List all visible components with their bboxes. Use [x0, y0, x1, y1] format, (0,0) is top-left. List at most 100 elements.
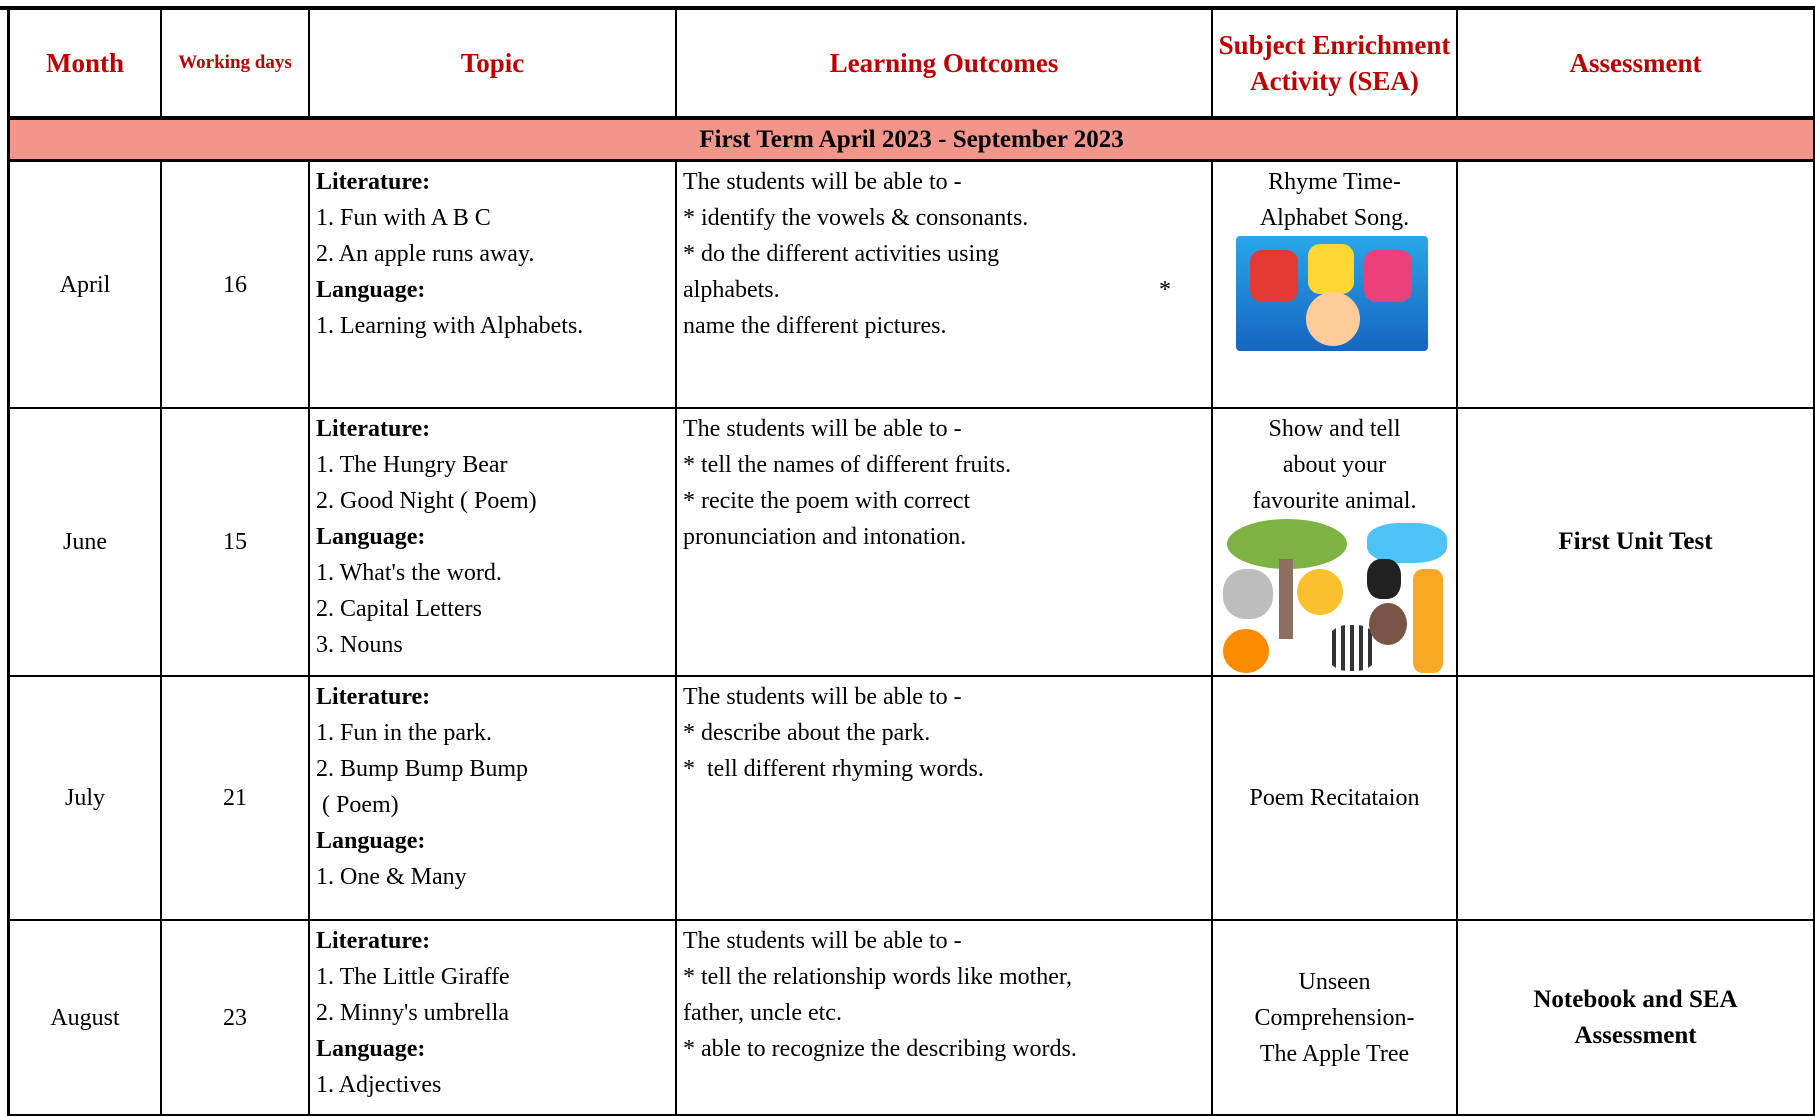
giraffe: [1413, 569, 1443, 673]
lion: [1297, 569, 1343, 615]
topic-item: 1. Learning with Alphabets.: [316, 313, 584, 339]
topic-heading: Language:: [316, 828, 426, 854]
outcome-line: * tell the relationship words like mothe…: [683, 964, 1072, 990]
days-cell: 15: [162, 409, 310, 677]
left-border: [7, 6, 10, 1116]
sea-cell: Show and tell about your favourite animal.: [1213, 409, 1458, 677]
days-cell: 16: [162, 162, 310, 409]
topic-item: 2. Bump Bump Bump: [316, 756, 529, 782]
outcomes-cell: The students will be able to - * tell the…: [677, 409, 1213, 677]
header-cell: Working days: [162, 10, 310, 120]
assessment-cell: Notebook and SEA Assessment: [1458, 921, 1815, 1116]
outcome-line: The students will be able to -: [683, 684, 962, 710]
assessment: First Unit Test: [1558, 528, 1713, 555]
rhino: [1367, 523, 1447, 563]
header-text: Assessment: [1569, 48, 1702, 78]
outcome-line: * able to recognize the describing words…: [683, 1036, 1077, 1062]
outcome-marker: *: [1159, 277, 1171, 303]
topic-heading: Language:: [316, 1036, 426, 1062]
outcome-line: alphabets.: [683, 277, 780, 303]
topic-item: 1. Adjectives: [316, 1072, 442, 1098]
topic-item: 2. An apple runs away.: [316, 241, 535, 267]
outcome-line: * do the different activities using: [683, 241, 1000, 267]
tiger: [1223, 629, 1269, 673]
assessment-cell: [1458, 677, 1815, 921]
abc-letter: [1308, 244, 1354, 294]
sea-cell: Unseen Comprehension- The Apple Tree: [1213, 921, 1458, 1116]
sea-line: Rhyme Time-: [1268, 169, 1401, 195]
topic-item: 1. One & Many: [316, 864, 467, 890]
assessment-cell: [1458, 162, 1815, 409]
outcome-line: The students will be able to -: [683, 169, 962, 195]
month-cell: June: [10, 409, 162, 677]
header-cell: Topic: [310, 10, 677, 120]
month: June: [63, 529, 107, 555]
tree-trunk: [1279, 559, 1293, 639]
outcome-line: The students will be able to -: [683, 416, 962, 442]
outcomes-cell: The students will be able to - * tell the…: [677, 921, 1213, 1116]
sea-line: Comprehension-: [1254, 1004, 1415, 1031]
outcome-line: * tell the names of different fruits.: [683, 452, 1012, 478]
topic-heading: Literature:: [316, 416, 431, 442]
outcomes-cell: The students will be able to - * identify…: [677, 162, 1213, 409]
sea-line: Alphabet Song.: [1259, 205, 1410, 231]
topic-heading: Literature:: [316, 684, 431, 710]
sea-cell: Poem Recitataion: [1213, 677, 1458, 921]
abc-image: [1236, 236, 1428, 351]
outcome-line: * describe about the park.: [683, 720, 931, 746]
topic-item: 2. Capital Letters: [316, 596, 482, 622]
outcome-line: father, uncle etc.: [683, 1000, 842, 1026]
monkey: [1369, 603, 1407, 645]
abc-letter: [1364, 250, 1412, 302]
topic-cell: Literature: 1. Fun in the park. 2. Bump Bu…: [310, 677, 677, 921]
topic-heading: Literature:: [316, 928, 431, 954]
sea-line: The Apple Tree: [1259, 1040, 1410, 1067]
term-row: First Term April 2023 - September 2023: [10, 120, 1815, 162]
term-title: First Term April 2023 - September 2023: [699, 125, 1124, 153]
sea-line: Poem Recitataion: [1249, 785, 1420, 811]
topic-item: 3. Nouns: [316, 632, 403, 658]
topic-item: 1. Fun in the park.: [316, 720, 492, 746]
sea-line: Unseen: [1298, 968, 1371, 995]
topic-cell: Literature: 1. The Little Giraffe 2. Minny…: [310, 921, 677, 1116]
days-cell: 21: [162, 677, 310, 921]
topic-item: ( Poem): [316, 792, 399, 818]
header-cell: Subject Enrichment Activity (SEA): [1213, 10, 1458, 120]
assessment: Notebook and SEA Assessment: [1533, 985, 1738, 1049]
month-cell: August: [10, 921, 162, 1116]
header-cell: Month: [10, 10, 162, 120]
sea-cell: Rhyme Time- Alphabet Song.: [1213, 162, 1458, 409]
sea-line: about your: [1282, 452, 1387, 478]
topic-item: 2. Good Night ( Poem): [316, 488, 537, 514]
header-text: Working days: [178, 52, 292, 73]
zebra: [1327, 625, 1377, 671]
topic-cell: Literature: 1. The Hungry Bear 2. Good Nig…: [310, 409, 677, 677]
days-cell: 23: [162, 921, 310, 1116]
topic-item: 1. The Hungry Bear: [316, 452, 508, 478]
month: August: [50, 1004, 120, 1031]
topic-heading: Language:: [316, 277, 426, 303]
topic-heading: Literature:: [316, 169, 431, 195]
header-text: Subject Enrichment Activity (SEA): [1218, 30, 1451, 96]
header-text: Learning Outcomes: [829, 48, 1059, 78]
header-text: Topic: [460, 48, 525, 78]
outcome-line: * recite the poem with correct: [683, 488, 971, 514]
baby-face: [1306, 292, 1360, 346]
month-cell: April: [10, 162, 162, 409]
topic-item: 1. What's the word.: [316, 560, 502, 586]
sea-line: Show and tell: [1268, 416, 1401, 442]
working-days: 15: [223, 529, 247, 555]
outcome-line: pronunciation and intonation.: [683, 524, 967, 550]
abc-letter: [1250, 250, 1298, 302]
header-cell: Assessment: [1458, 10, 1815, 120]
topic-heading: Language:: [316, 524, 426, 550]
header-cell: Learning Outcomes: [677, 10, 1213, 120]
assessment-cell: First Unit Test: [1458, 409, 1815, 677]
month-cell: July: [10, 677, 162, 921]
outcome-line: * identify the vowels & consonants.: [683, 205, 1029, 231]
month: July: [64, 785, 105, 811]
working-days: 16: [223, 271, 247, 298]
outcomes-cell: The students will be able to - * describe…: [677, 677, 1213, 921]
